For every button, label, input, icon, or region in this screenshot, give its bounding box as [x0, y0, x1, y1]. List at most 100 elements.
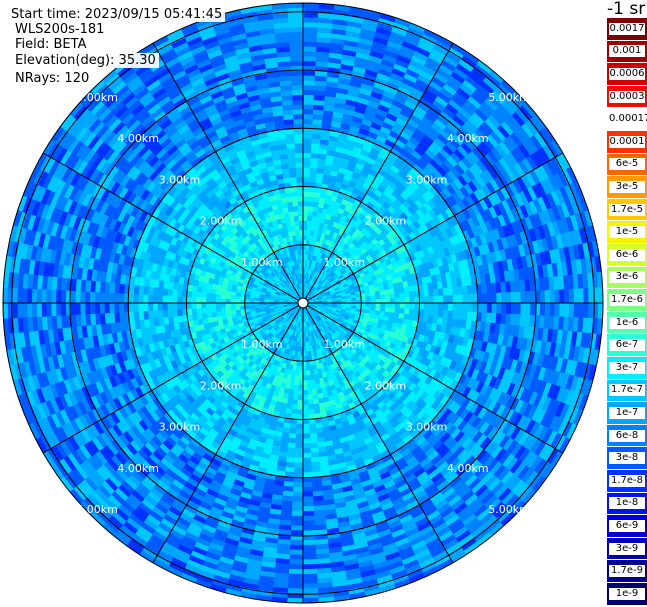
range-gate-cell: [392, 22, 410, 33]
range-gate-cell: [390, 273, 397, 280]
range-gate-cell: [575, 331, 583, 349]
range-gate-cell: [311, 128, 322, 135]
range-gate-cell: [302, 472, 313, 478]
range-gate-cell: [302, 539, 316, 546]
range-gate-cell: [488, 69, 505, 85]
range-gate-cell: [428, 237, 437, 247]
range-gate-cell: [449, 181, 461, 193]
range-gate-cell: [509, 132, 524, 148]
range-gate-cell: [462, 230, 471, 242]
range-gate-cell: [483, 231, 493, 244]
range-gate-cell: [415, 46, 432, 58]
range-gate-cell: [490, 90, 506, 106]
range-gate-cell: [569, 375, 579, 393]
range-gate-cell: [449, 270, 457, 281]
range-gate-cell: [319, 139, 330, 146]
range-gate-cell: [303, 80, 316, 86]
range-gate-cell: [365, 306, 371, 311]
range-gate-cell: [356, 97, 370, 106]
range-gate-cell: [369, 50, 385, 60]
range-gate-cell: [325, 239, 331, 246]
range-gate-cell: [315, 294, 321, 298]
range-gate-cell: [376, 72, 391, 82]
range-gate-cell: [327, 251, 333, 257]
range-gate-cell: [349, 327, 355, 333]
range-gate-cell: [295, 428, 303, 434]
range-gate-cell: [346, 307, 352, 311]
range-gate-cell: [475, 144, 489, 158]
range-gate-cell: [478, 361, 488, 374]
range-gate-cell: [342, 250, 349, 257]
range-gate-cell: [508, 269, 516, 283]
range-gate-cell: [461, 103, 476, 117]
range-gate-cell: [429, 158, 441, 171]
range-gate-cell: [325, 281, 331, 286]
range-gate-cell: [585, 257, 593, 275]
range-gate-cell: [318, 197, 326, 204]
range-gate-cell: [348, 196, 357, 204]
range-gate-cell: [317, 298, 323, 301]
range-gate-cell: [496, 355, 505, 369]
range-gate-cell: [346, 303, 352, 306]
range-gate-cell: [422, 166, 434, 177]
range-gate-cell: [339, 324, 346, 330]
range-gate-cell: [402, 348, 410, 357]
range-gate-cell: [302, 438, 311, 444]
range-gate-cell: [302, 496, 314, 502]
range-gate-cell: [465, 356, 474, 368]
range-gate-cell: [577, 346, 586, 364]
range-gate-cell: [329, 289, 335, 293]
range-gate-cell: [318, 262, 324, 269]
range-gate-cell: [437, 133, 450, 146]
range-gate-cell: [489, 179, 501, 193]
range-gate-cell: [441, 375, 450, 386]
range-gate-cell: [324, 91, 338, 98]
range-gate-cell: [363, 140, 375, 149]
range-gate-cell: [445, 51, 463, 65]
range-gate-cell: [387, 279, 394, 286]
range-gate-cell: [474, 128, 488, 142]
range-gate-cell: [301, 583, 318, 589]
range-gate-cell: [331, 121, 342, 128]
range-gate-cell: [351, 300, 357, 304]
range-gate-cell: [448, 295, 454, 304]
range-gate-cell: [306, 296, 312, 301]
range-gate-cell: [415, 208, 425, 219]
range-gate-cell: [546, 142, 560, 159]
range-gate-cell: [466, 228, 476, 240]
range-gate-cell: [350, 120, 363, 129]
range-gate-cell: [308, 274, 311, 280]
range-gate-cell: [491, 354, 500, 367]
range-gate-cell: [470, 379, 481, 392]
range-gate-cell: [402, 318, 409, 326]
range-gate-cell: [327, 268, 333, 275]
range-gate-cell: [359, 336, 367, 343]
range-gate-cell: [351, 70, 366, 79]
range-gate-cell: [338, 326, 344, 332]
range-gate-cell: [379, 328, 387, 335]
range-gate-cell: [560, 388, 571, 405]
range-gate-cell: [345, 312, 351, 316]
range-gate-cell: [303, 288, 305, 294]
range-gate-cell: [380, 294, 386, 300]
range-gate-cell: [297, 394, 303, 401]
range-gate-cell: [302, 409, 309, 415]
range-gate-cell: [316, 46, 331, 53]
range-gate-cell: [427, 144, 440, 157]
range-gate-cell: [435, 355, 444, 365]
range-gate-cell: [407, 205, 417, 216]
range-gate-cell: [290, 525, 303, 531]
range-gate-cell: [301, 568, 318, 575]
range-gate-cell: [408, 214, 418, 224]
range-gate-cell: [387, 263, 394, 271]
range-gate-cell: [545, 430, 558, 447]
range-gate-cell: [491, 240, 500, 253]
range-gate-cell: [446, 170, 458, 182]
range-gate-cell: [349, 289, 356, 294]
range-gate-cell: [434, 193, 445, 204]
range-gate-cell: [541, 396, 552, 413]
range-gate-cell: [369, 291, 376, 297]
range-gate-cell: [433, 331, 441, 340]
range-gate-cell: [303, 205, 309, 212]
range-gate-cell: [554, 155, 567, 173]
